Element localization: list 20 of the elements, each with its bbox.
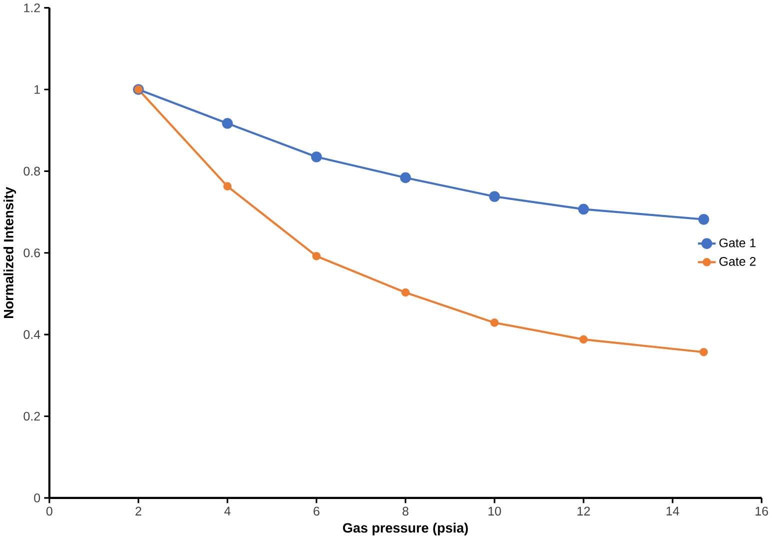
legend-label: Gate 2 [719, 257, 756, 266]
x-tick-label: 0 [46, 506, 52, 516]
x-tick-label: 14 [666, 506, 680, 516]
legend-label: Gate 1 [719, 238, 756, 248]
x-tick-label: 16 [756, 506, 768, 516]
y-tick-label: 0.8 [24, 166, 40, 176]
x-axis-title: Gas pressure (psia) [342, 522, 468, 536]
x-tick-label: 4 [224, 506, 231, 516]
y-tick-label: 1.2 [24, 4, 40, 12]
x-tick-label: 10 [488, 506, 501, 516]
y-tick-label: 0.6 [24, 248, 40, 258]
y-tick-label: 0.2 [24, 412, 40, 421]
y-axis-title: Normalized Intensity [3, 186, 16, 318]
x-tick-label: 8 [402, 506, 408, 516]
x-tick-label: 2 [136, 506, 142, 516]
y-tick-label: 0 [34, 494, 40, 502]
y-tick-label: 1 [34, 85, 40, 94]
y-tick-label: 0.4 [24, 330, 40, 340]
x-tick-label: 12 [578, 506, 590, 516]
x-tick-label: 6 [314, 506, 320, 516]
